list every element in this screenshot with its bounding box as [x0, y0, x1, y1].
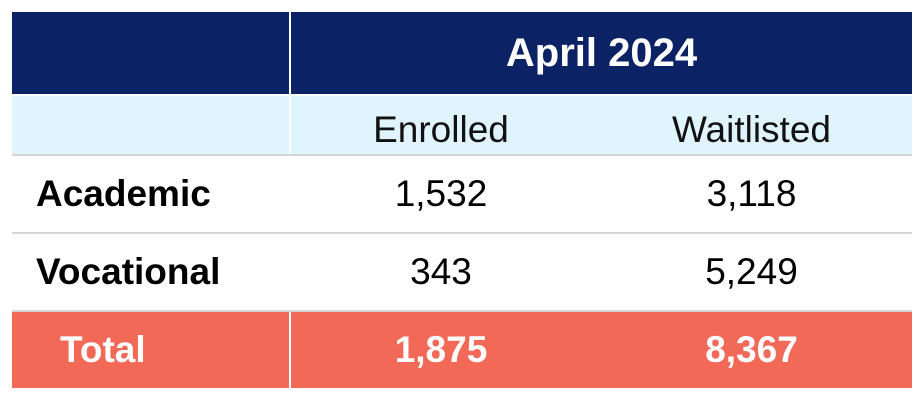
waitlisted-value: 3,118	[706, 173, 797, 214]
row-label: Academic	[36, 173, 211, 214]
table-row-total: Total 1,875 8,367	[12, 310, 912, 388]
subheader-corner-cell	[12, 96, 291, 154]
enrollment-table: April 2024 Enrolled Waitlisted Academic …	[12, 12, 912, 388]
column-header-enrolled: Enrolled	[373, 109, 509, 150]
total-enrolled-value: 1,875	[394, 329, 488, 370]
header-corner-cell	[12, 12, 291, 94]
row-label: Vocational	[36, 251, 221, 292]
column-header-row: Enrolled Waitlisted	[12, 94, 912, 154]
total-waitlisted-value: 8,367	[705, 329, 798, 370]
table-row-academic: Academic 1,532 3,118	[12, 154, 912, 232]
table-row-vocational: Vocational 343 5,249	[12, 232, 912, 310]
enrolled-value: 1,532	[394, 173, 488, 214]
total-label: Total	[12, 312, 291, 388]
column-header-waitlisted: Waitlisted	[671, 109, 831, 150]
waitlisted-value: 5,249	[705, 251, 798, 292]
period-heading: April 2024	[505, 30, 698, 75]
enrolled-value: 343	[410, 251, 472, 292]
table-header-row: April 2024	[12, 12, 912, 94]
